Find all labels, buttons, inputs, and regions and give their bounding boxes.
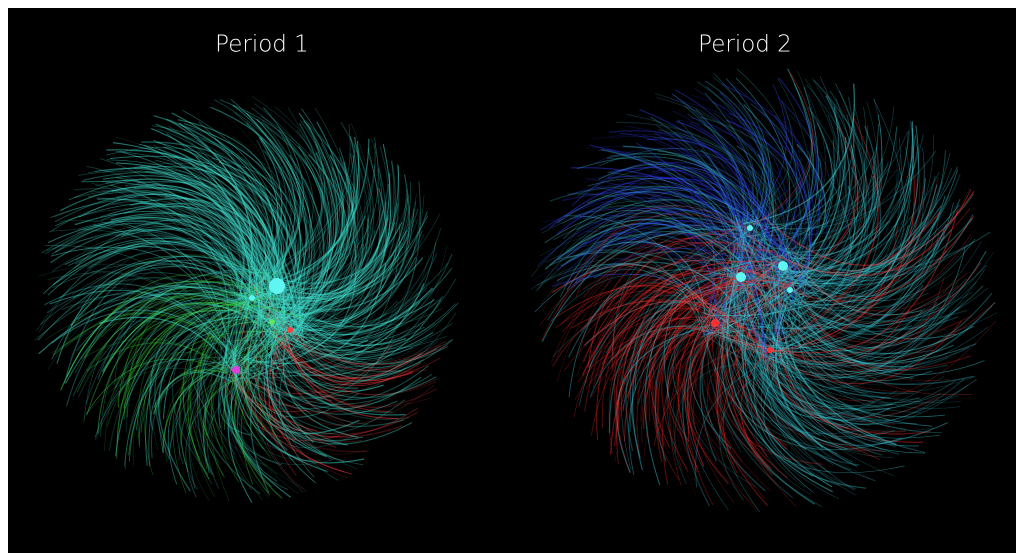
node: [747, 225, 753, 231]
node: [787, 287, 793, 293]
page: Period 1 Period 2 (() => { const data = …: [0, 0, 1016, 553]
node: [249, 295, 255, 301]
node: [711, 319, 719, 327]
scene: Period 1 Period 2: [0, 0, 1016, 553]
node: [287, 327, 293, 333]
node: [778, 261, 788, 271]
panel-title: Period 2: [698, 32, 792, 58]
node: [269, 278, 285, 294]
panel-title: Period 1: [215, 32, 309, 58]
node: [232, 366, 240, 374]
node: [767, 347, 773, 353]
node: [269, 319, 275, 325]
node: [736, 272, 746, 282]
